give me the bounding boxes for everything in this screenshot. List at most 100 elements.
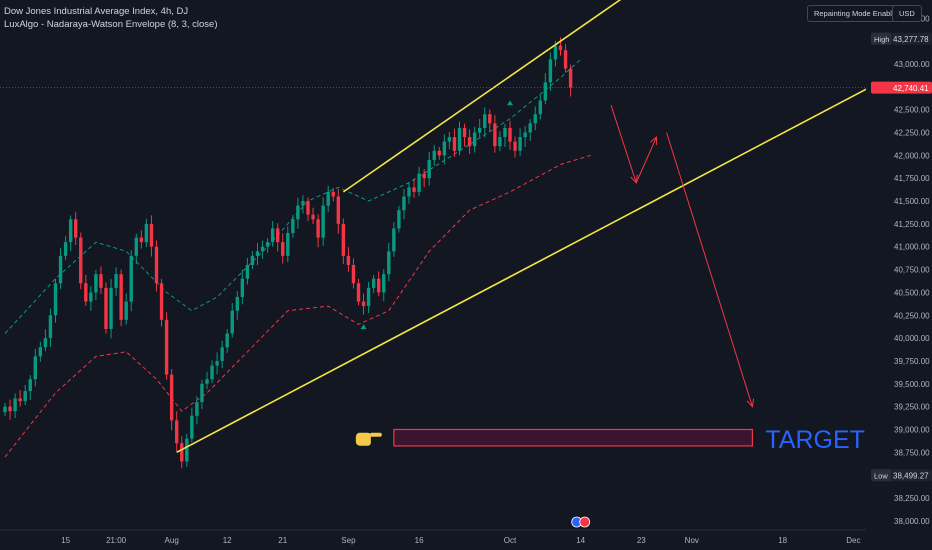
price-tick-label: 40,250.00 bbox=[894, 311, 930, 320]
time-tick-label: Oct bbox=[504, 536, 517, 545]
candle-body bbox=[58, 255, 63, 284]
candle-body bbox=[220, 347, 224, 361]
candle-body bbox=[563, 50, 568, 69]
candle-body bbox=[478, 127, 482, 133]
candle-body bbox=[311, 214, 315, 220]
time-tick-label: Aug bbox=[165, 536, 179, 545]
candle-body bbox=[382, 274, 386, 293]
price-tick-label: 39,000.00 bbox=[894, 425, 930, 434]
candle-body bbox=[99, 274, 103, 288]
candle-body bbox=[250, 255, 255, 265]
candle-body bbox=[457, 127, 462, 151]
projection-leg-down bbox=[610, 104, 637, 183]
candle-body bbox=[139, 237, 144, 243]
time-tick-label: 16 bbox=[415, 536, 424, 545]
candle-body bbox=[361, 301, 366, 307]
candle-body bbox=[255, 251, 260, 256]
candle-body bbox=[205, 379, 209, 384]
candle-body bbox=[79, 237, 83, 284]
price-tick-label: 40,000.00 bbox=[894, 334, 930, 343]
candle-body bbox=[316, 219, 320, 238]
price-tick-label: 43,000.00 bbox=[894, 60, 930, 69]
hand-finger bbox=[369, 432, 382, 437]
candle-body bbox=[518, 137, 522, 151]
candle-body bbox=[129, 255, 133, 302]
projection-leg-up bbox=[635, 136, 657, 183]
candle-body bbox=[407, 187, 411, 197]
symbol-title[interactable]: Dow Jones Industrial Average Index, 4h, … bbox=[4, 6, 189, 17]
candle-body bbox=[245, 265, 250, 279]
candle-body bbox=[356, 283, 361, 302]
candle-body bbox=[306, 201, 310, 215]
low-tag bbox=[871, 469, 891, 482]
candle-body bbox=[462, 127, 467, 138]
candle-body bbox=[200, 383, 204, 403]
candle-body bbox=[291, 219, 295, 234]
price-tick-label: 40,500.00 bbox=[894, 288, 930, 297]
candle-body bbox=[488, 114, 492, 124]
time-tick-label: Sep bbox=[341, 536, 356, 545]
time-tick-label: 21:00 bbox=[106, 536, 127, 545]
price-tick-label: 41,250.00 bbox=[894, 220, 930, 229]
candle-body bbox=[442, 141, 447, 156]
candle-body bbox=[326, 191, 330, 206]
price-tick-label: 39,500.00 bbox=[894, 380, 930, 389]
price-tick-label: 41,000.00 bbox=[894, 243, 930, 252]
candle-body bbox=[175, 420, 179, 444]
candle-body bbox=[371, 278, 376, 288]
candle-body bbox=[341, 223, 346, 256]
candle-body bbox=[8, 406, 12, 412]
candle-body bbox=[568, 68, 573, 88]
candle-body bbox=[472, 132, 477, 147]
candle-body bbox=[377, 278, 381, 293]
time-tick-label: 12 bbox=[223, 536, 232, 545]
candle-body bbox=[447, 137, 452, 142]
candle-body bbox=[336, 196, 340, 224]
low-price-tag-text: 38,499.27 bbox=[893, 472, 929, 481]
candle-body bbox=[543, 82, 548, 101]
low-tag-text: Low bbox=[874, 472, 888, 481]
candle-body bbox=[498, 137, 502, 147]
price-tick-label: 39,250.00 bbox=[894, 403, 930, 412]
current-price-tag-text: 42,740.41 bbox=[893, 84, 929, 93]
candle-body bbox=[503, 127, 507, 138]
candle-body bbox=[18, 398, 22, 402]
candle-body bbox=[23, 391, 27, 402]
candle-body bbox=[432, 150, 436, 160]
price-tick-label: 40,750.00 bbox=[894, 266, 930, 275]
time-tick-label: Nov bbox=[685, 536, 699, 545]
projection-leg-target bbox=[666, 132, 753, 407]
candle-body bbox=[185, 438, 189, 462]
candle-body bbox=[558, 45, 563, 51]
upper-envelope-band bbox=[4, 59, 582, 334]
candle-body bbox=[286, 233, 290, 256]
projection-arrowhead bbox=[746, 398, 755, 408]
candle-body bbox=[84, 283, 88, 302]
channel-upper-line bbox=[342, 0, 622, 193]
candle-body bbox=[195, 402, 199, 416]
candle-body bbox=[412, 187, 416, 192]
candle-body bbox=[159, 283, 164, 320]
candle-body bbox=[144, 223, 149, 243]
candle-body bbox=[3, 406, 7, 413]
candle-body bbox=[190, 415, 194, 439]
time-tick-label: 18 bbox=[778, 536, 787, 545]
candle-body bbox=[38, 347, 43, 357]
indicator-legend[interactable]: LuxAlgo - Nadaraya-Watson Envelope (8, 3… bbox=[4, 19, 218, 30]
time-tick-label: 23 bbox=[637, 536, 646, 545]
currency-button[interactable]: USD bbox=[892, 5, 922, 22]
candle-body bbox=[169, 374, 174, 421]
candle-body bbox=[538, 100, 542, 115]
candle-body bbox=[533, 114, 537, 124]
candle-body bbox=[276, 228, 280, 243]
candle-body bbox=[493, 123, 497, 147]
channel-lower-line bbox=[176, 63, 915, 454]
time-tick-label: 14 bbox=[576, 536, 585, 545]
high-price-tag-text: 43,277.78 bbox=[893, 35, 929, 44]
candle-body bbox=[270, 228, 275, 243]
candle-body bbox=[301, 201, 305, 206]
candle-body bbox=[53, 283, 58, 316]
lower-envelope-band bbox=[4, 154, 591, 458]
candle-body bbox=[240, 278, 245, 297]
